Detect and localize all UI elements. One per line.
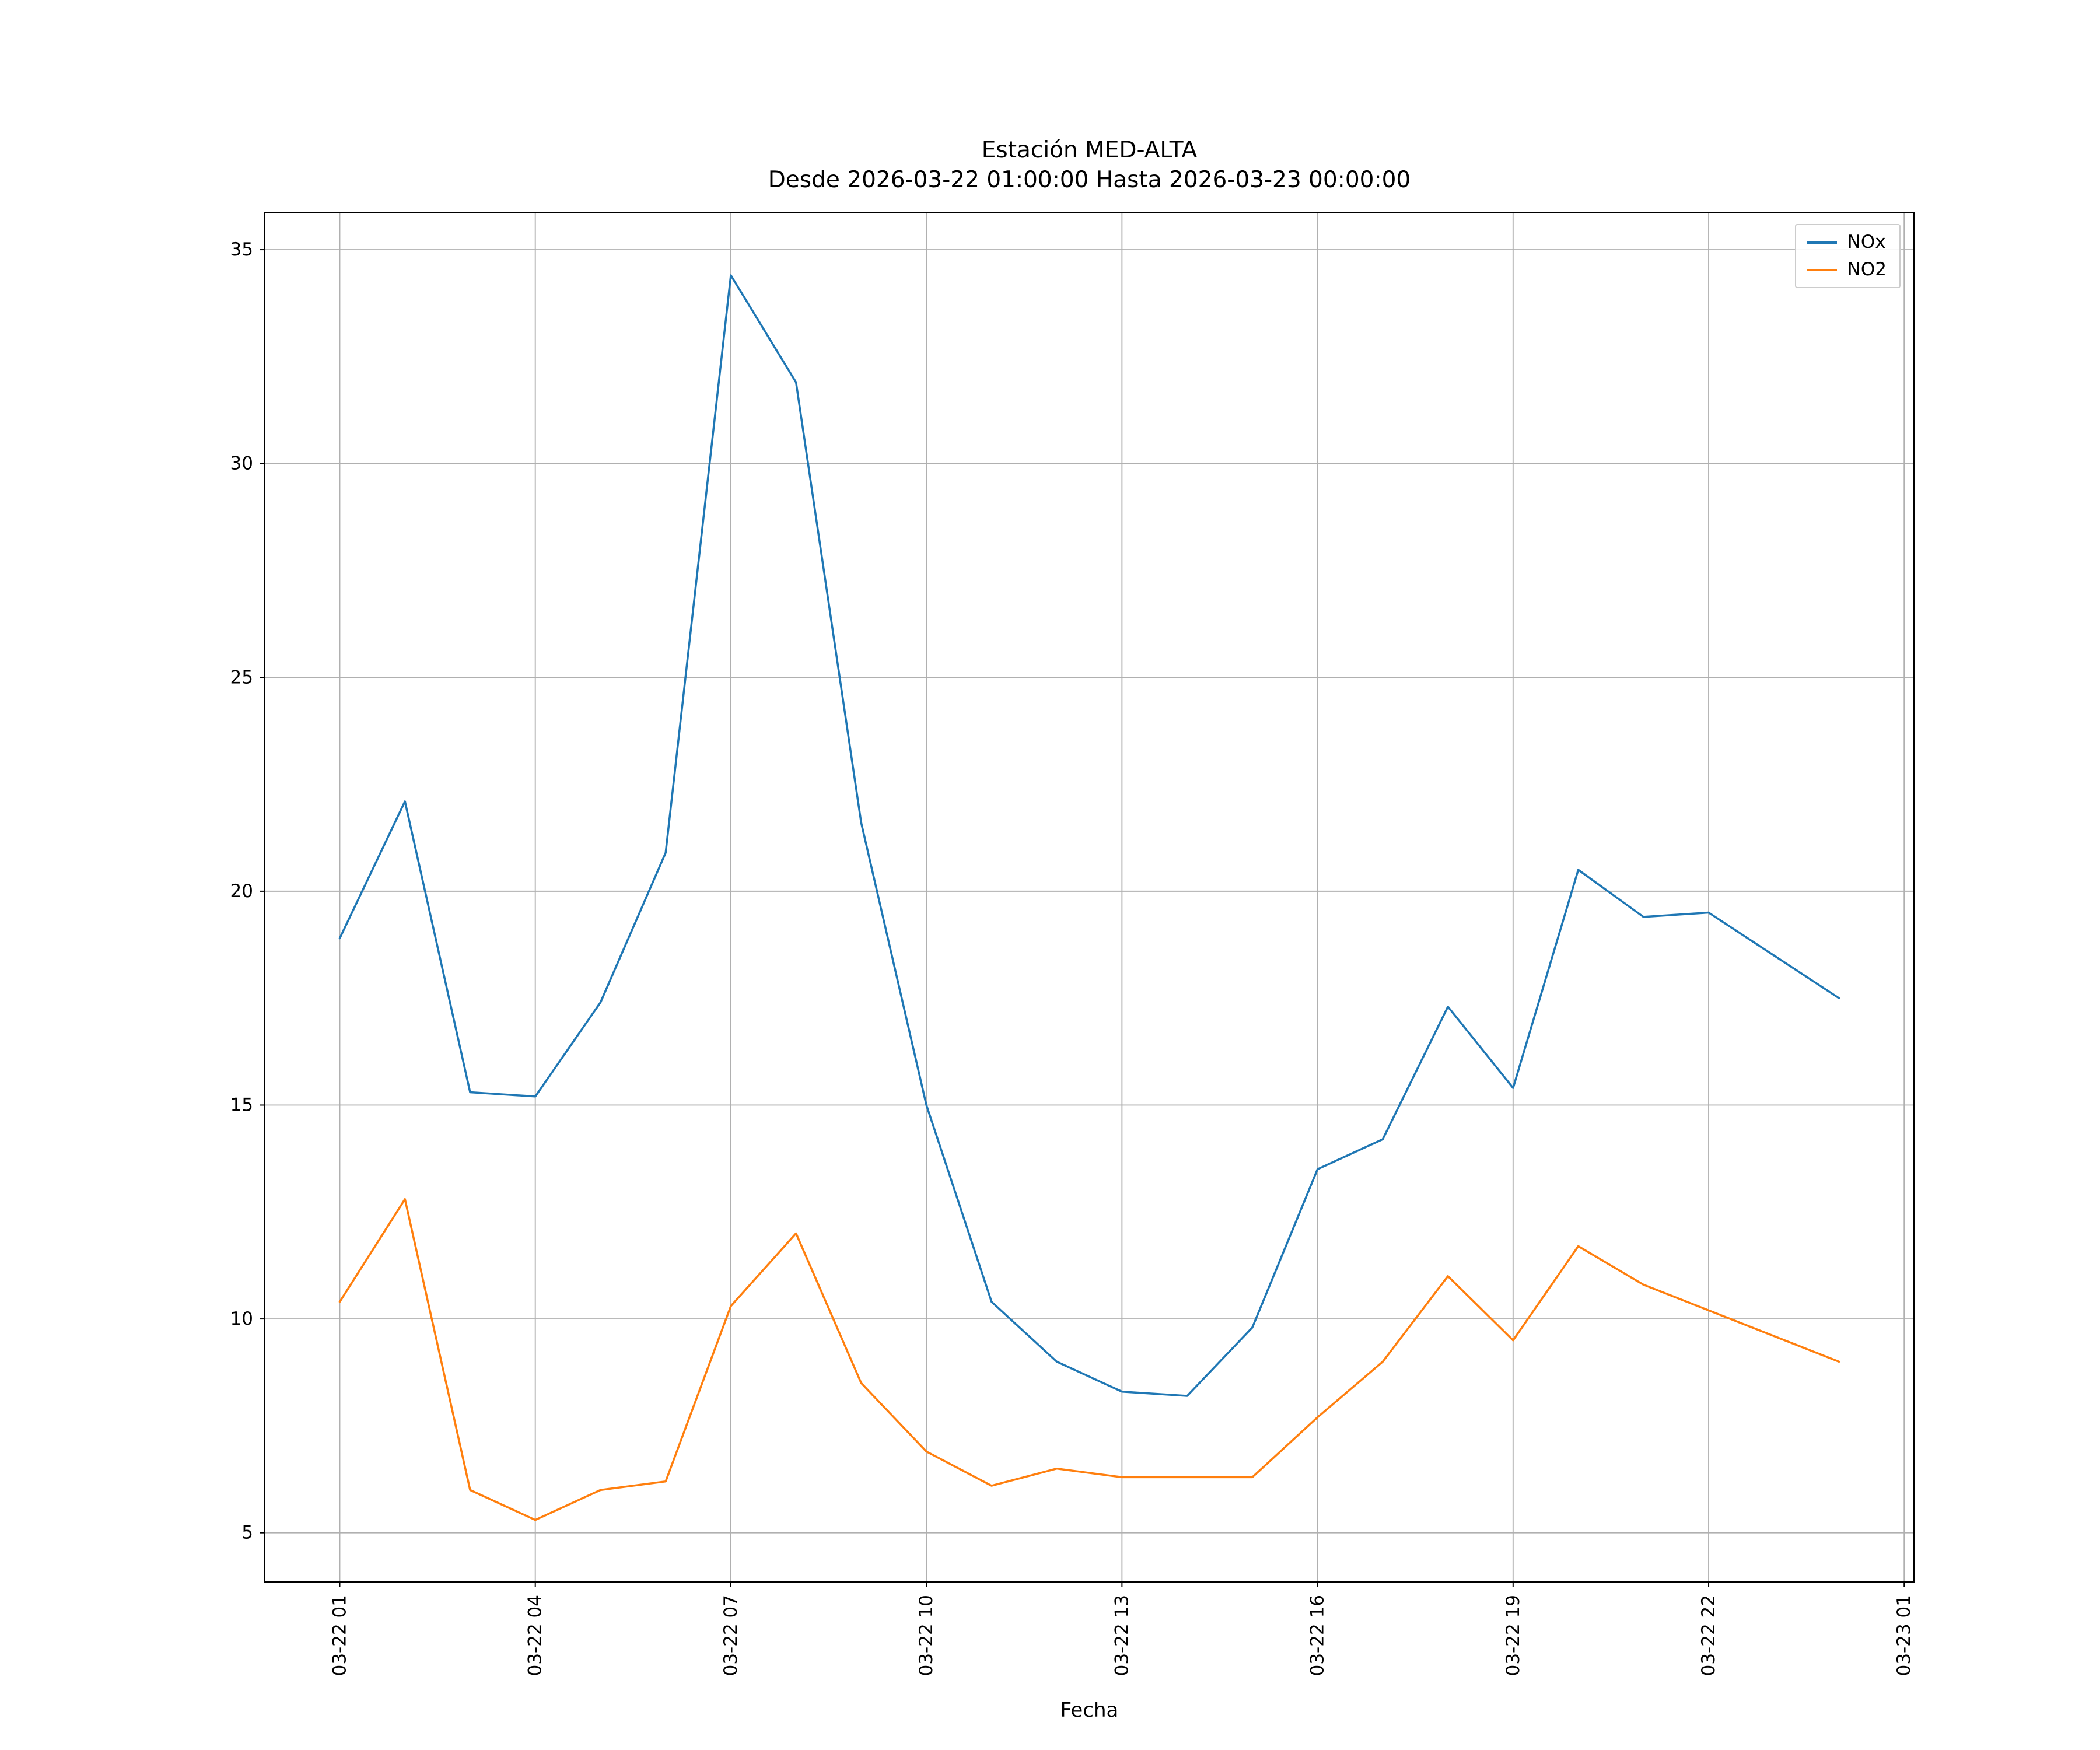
x-tick-label: 03-22 10 <box>916 1595 937 1676</box>
legend-line-swatch-no2 <box>1806 268 1837 271</box>
chart-title-line2: Desde 2026-03-22 01:00:00 Hasta 2026-03-… <box>768 167 1411 194</box>
x-tick-label: 03-22 01 <box>330 1595 351 1676</box>
series-line-no2 <box>338 1198 1840 1521</box>
axes-border <box>264 212 1915 1583</box>
y-tick-label: 20 <box>230 881 253 902</box>
x-tick-label: 03-22 16 <box>1307 1595 1328 1676</box>
x-tick-label: 03-23 01 <box>1894 1595 1915 1676</box>
x-tick-label: 03-22 07 <box>720 1595 741 1676</box>
y-tick-label: 15 <box>230 1094 253 1115</box>
legend-label-nox: NOx <box>1847 232 1886 253</box>
legend-label-no2: NO2 <box>1847 259 1887 280</box>
y-tick-label: 5 <box>242 1522 253 1544</box>
legend: NOx NO2 <box>1794 224 1901 288</box>
x-tick-label: 03-22 19 <box>1503 1595 1524 1676</box>
y-tick-label: 25 <box>230 667 253 688</box>
x-tick-label: 03-22 22 <box>1698 1595 1719 1676</box>
series-line-nox <box>338 274 1840 1397</box>
y-tick-label: 10 <box>230 1308 253 1329</box>
x-tick-label: 03-22 04 <box>525 1595 546 1676</box>
legend-item-no2: NO2 <box>1806 259 1887 280</box>
y-tick-label: 35 <box>230 239 253 260</box>
x-tick-label: 03-22 13 <box>1111 1595 1132 1676</box>
y-tick-label: 30 <box>230 453 253 474</box>
legend-item-nox: NOx <box>1806 232 1887 253</box>
legend-line-swatch-nox <box>1806 241 1837 244</box>
chart-title: Estación MED-ALTA Desde 2026-03-22 01:00… <box>265 135 1914 195</box>
chart-title-line1: Estación MED-ALTA <box>981 137 1198 163</box>
x-axis-label: Fecha <box>1060 1699 1119 1722</box>
